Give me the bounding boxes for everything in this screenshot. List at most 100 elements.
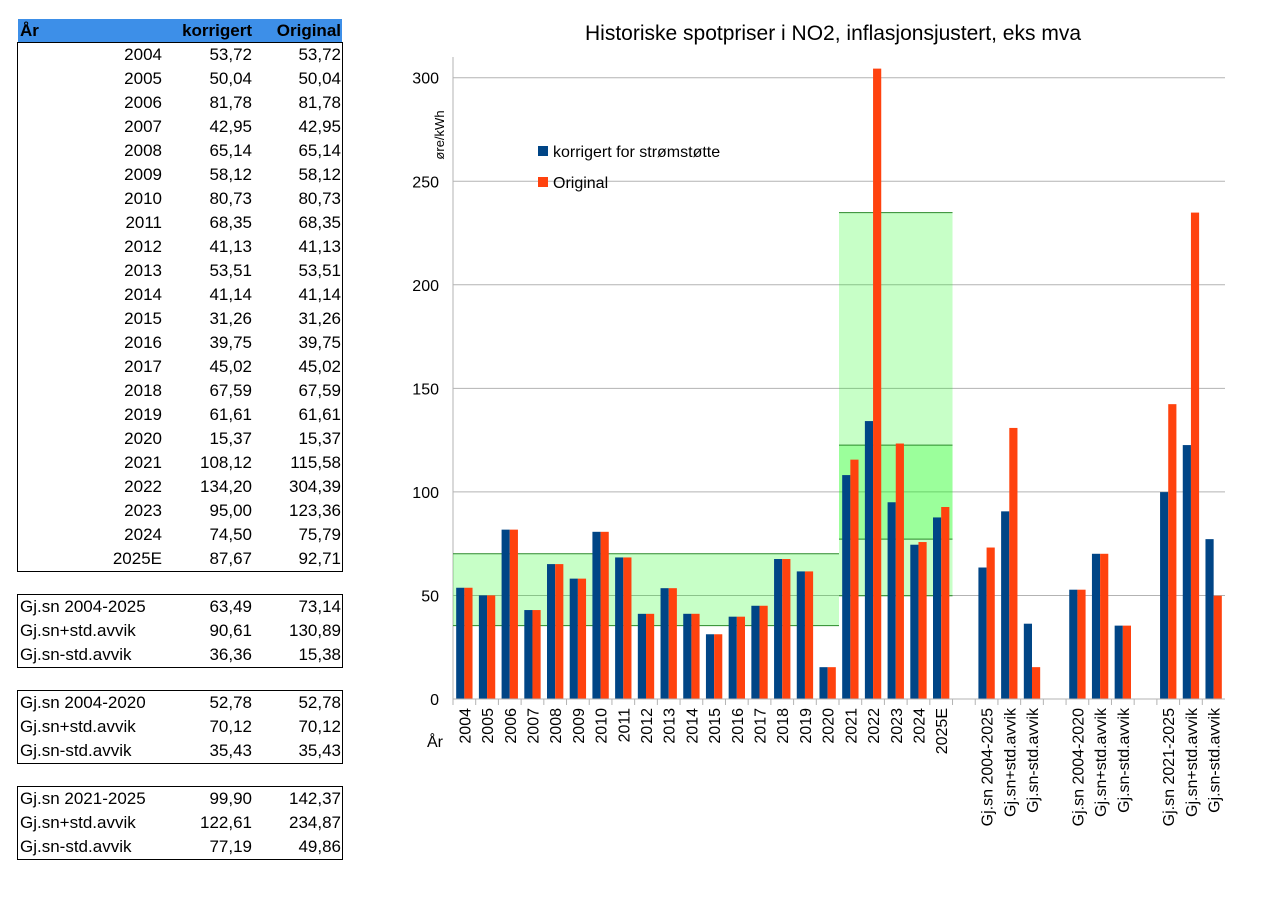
table-row: 2007 42,95 42,95 <box>18 115 342 139</box>
cell: 61,61 <box>298 405 341 424</box>
table-row: 2015 31,26 31,26 <box>18 307 342 331</box>
legend-swatch <box>538 177 548 187</box>
bar <box>796 571 805 699</box>
bar <box>827 667 836 699</box>
bar <box>887 502 896 699</box>
table-row: Gj.sn-std.avvik 36,36 15,38 <box>18 643 342 667</box>
x-tick-label: Gj.sn-std.avvik <box>1207 707 1224 813</box>
bar <box>1114 625 1123 699</box>
cell: 65,14 <box>209 141 252 160</box>
x-tick-label: Gj.sn-std.avvik <box>1025 707 1042 813</box>
bar <box>751 605 760 699</box>
table-row: 2008 65,14 65,14 <box>18 139 342 163</box>
cell: Gj.sn-std.avvik <box>20 741 132 760</box>
bar <box>804 571 814 699</box>
cell: 45,02 <box>298 357 341 376</box>
cell: Gj.sn-std.avvik <box>20 837 132 856</box>
bar <box>1205 539 1214 699</box>
y-tick-label: 0 <box>430 692 439 709</box>
x-tick-label: 2011 <box>616 708 633 743</box>
cell: 92,71 <box>298 549 341 568</box>
x-tick-label: 2014 <box>684 708 701 744</box>
bar <box>978 567 987 699</box>
bar <box>774 559 783 699</box>
legend-swatch <box>538 146 548 156</box>
cell: 52,78 <box>298 693 341 712</box>
cell: 2013 <box>124 261 162 280</box>
table-row: 2014 41,14 41,14 <box>18 283 342 307</box>
bar <box>569 578 578 699</box>
bar <box>728 616 737 699</box>
cell: 2015 <box>124 309 162 328</box>
bar <box>547 564 556 699</box>
bar <box>941 507 950 699</box>
bar <box>660 588 669 699</box>
table-row: 2025E 87,67 92,71 <box>18 547 342 571</box>
x-tick-label: 2021 <box>843 708 860 744</box>
cell: 2005 <box>124 69 162 88</box>
cell: 41,14 <box>209 285 252 304</box>
x-tick-label: 2006 <box>503 708 520 744</box>
x-tick-label: 2013 <box>662 708 679 744</box>
bar <box>615 557 624 699</box>
cell: korrigert <box>182 21 252 40</box>
cell: 2025E <box>112 549 162 568</box>
table-row: 2010 80,73 80,73 <box>18 187 342 211</box>
cell: Gj.sn 2004-2020 <box>20 693 146 712</box>
x-axis-title: År <box>427 732 444 751</box>
table-box <box>17 42 343 572</box>
table-row: 2020 15,37 15,37 <box>18 427 342 451</box>
cell: 15,37 <box>298 429 341 448</box>
bar <box>1182 445 1191 699</box>
table-row: 2006 81,78 81,78 <box>18 91 342 115</box>
cell: 49,86 <box>298 837 341 856</box>
bar <box>1077 589 1086 699</box>
cell: 87,67 <box>209 549 252 568</box>
x-tick-label: 2007 <box>525 708 542 744</box>
cell: 67,59 <box>298 381 341 400</box>
table-row: Gj.sn+std.avvik 90,61 130,89 <box>18 619 342 643</box>
cell: 63,49 <box>209 597 252 616</box>
cell: 50,04 <box>209 69 252 88</box>
cell: 77,19 <box>209 837 252 856</box>
bar <box>555 564 564 699</box>
x-tick-label: 2024 <box>911 708 928 744</box>
cell: År <box>20 21 39 40</box>
cell: 80,73 <box>209 189 252 208</box>
cell: 2006 <box>124 93 162 112</box>
table-row: Gj.sn+std.avvik 70,12 70,12 <box>18 715 342 739</box>
bar <box>691 613 700 699</box>
bar <box>668 588 677 699</box>
cell: 35,43 <box>209 741 252 760</box>
table-row: 2005 50,04 50,04 <box>18 67 342 91</box>
header-row: År korrigert Original <box>18 19 342 43</box>
bar <box>1009 427 1018 699</box>
table-box <box>17 690 343 764</box>
cell: 2014 <box>124 285 162 304</box>
cell: 2007 <box>124 117 162 136</box>
cell: 95,00 <box>209 501 252 520</box>
x-tick-label: Gj.sn 2021-2025 <box>1161 708 1178 826</box>
bar <box>524 610 533 699</box>
y-tick-label: 300 <box>412 71 439 88</box>
table-box <box>17 786 343 860</box>
cell: 134,20 <box>200 477 252 496</box>
cell: 2021 <box>124 453 162 472</box>
bar <box>501 529 510 699</box>
cell: 2019 <box>124 405 162 424</box>
cell: 70,12 <box>209 717 252 736</box>
bar <box>705 634 715 699</box>
y-tick-label: 200 <box>412 278 439 295</box>
cell: 2024 <box>124 525 162 544</box>
bar <box>1091 553 1101 699</box>
cell: Gj.sn+std.avvik <box>20 813 136 832</box>
bar <box>933 517 942 699</box>
cell: 31,26 <box>298 309 341 328</box>
cell: 75,79 <box>298 525 341 544</box>
bar <box>600 531 609 699</box>
cell: 2022 <box>124 477 162 496</box>
cell: Gj.sn+std.avvik <box>20 621 136 640</box>
cell: Original <box>276 21 341 40</box>
bar <box>910 544 919 699</box>
